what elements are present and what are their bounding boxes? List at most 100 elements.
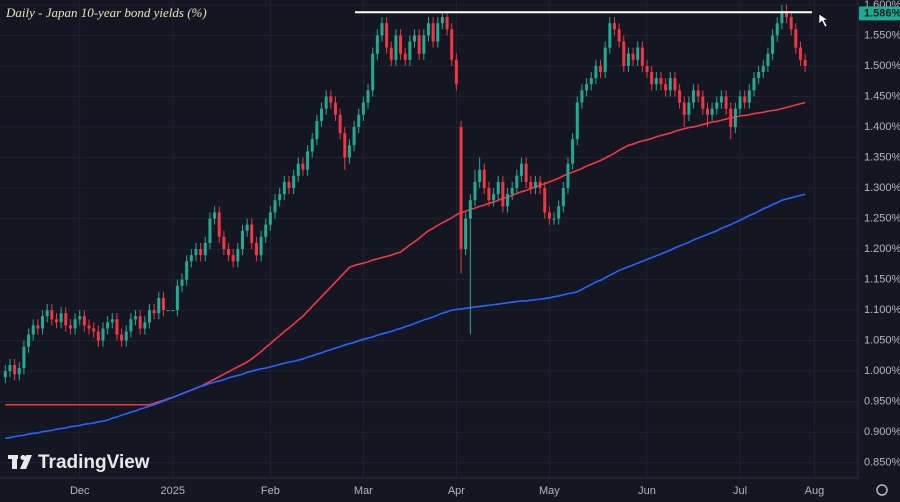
candle-body	[171, 310, 175, 312]
candle-body	[250, 224, 254, 243]
candle-body	[315, 120, 319, 140]
candle-body	[268, 212, 272, 225]
y-tick-label: 1.050%	[864, 335, 900, 347]
candle-body	[729, 108, 733, 127]
candle-body	[110, 319, 114, 323]
candle-body	[338, 114, 342, 134]
candle-body	[59, 313, 63, 323]
candle-body	[529, 181, 533, 189]
y-tick-label: 0.950%	[864, 396, 900, 408]
candle-body	[496, 181, 500, 195]
candle-body	[68, 325, 72, 329]
logo-part	[12, 455, 17, 469]
candle-body	[733, 108, 737, 127]
y-tick-label: 1.600%	[864, 0, 900, 11]
candle-body	[743, 96, 747, 103]
y-tick-label: 1.450%	[864, 90, 900, 102]
candle-body	[324, 96, 328, 109]
candle-body	[106, 322, 110, 329]
candle-body	[440, 17, 444, 24]
candle-body	[650, 72, 654, 85]
candle-body	[594, 65, 598, 79]
y-tick-label: 1.100%	[864, 304, 900, 316]
x-tick-label: Aug	[805, 485, 825, 497]
candle-body	[701, 96, 705, 109]
candle-body	[561, 188, 565, 207]
candle-body	[705, 108, 709, 115]
candle-body	[185, 261, 189, 280]
candle-body	[603, 47, 607, 73]
candle-body	[775, 23, 779, 36]
candle-body	[617, 29, 621, 42]
candle-body	[199, 249, 203, 256]
candle-body	[13, 365, 17, 375]
settings-icon[interactable]	[876, 484, 888, 496]
candle-body	[654, 78, 658, 85]
x-tick-label: Feb	[261, 485, 280, 497]
y-tick-label: 1.400%	[864, 121, 900, 133]
candle-body	[352, 126, 356, 146]
candle-body	[668, 78, 672, 91]
candle-body	[371, 53, 375, 91]
moving-average-line	[5, 193, 806, 440]
candle-body	[459, 126, 463, 250]
candle-body	[543, 188, 547, 213]
candle-body	[408, 41, 412, 60]
candle-body	[636, 47, 640, 60]
candle-body	[138, 316, 142, 329]
candle-body	[566, 163, 570, 189]
candle-body	[347, 145, 351, 158]
y-tick-label: 1.000%	[864, 365, 900, 377]
candle-body	[803, 59, 807, 66]
candle-body	[794, 29, 798, 48]
candle-body	[180, 279, 184, 286]
candle-body	[189, 255, 193, 262]
candle-body	[757, 72, 761, 79]
candle-body	[310, 139, 314, 152]
candle-body	[450, 29, 454, 60]
candle-body	[413, 35, 417, 42]
candle-body	[612, 23, 616, 30]
candle-body	[101, 328, 105, 341]
candle-body	[626, 53, 630, 66]
x-tick-label: Mar	[354, 485, 373, 497]
x-tick-label: May	[539, 485, 560, 497]
candle-body	[50, 310, 54, 320]
candle-body	[552, 218, 556, 220]
candle-body	[422, 35, 426, 54]
candle-body	[710, 108, 714, 115]
candle-body	[22, 346, 26, 369]
candle-body	[115, 319, 119, 335]
x-tick-label: Jun	[638, 485, 656, 497]
candle-body	[464, 218, 468, 250]
candle-body	[501, 181, 505, 207]
candle-body	[166, 310, 170, 312]
candle-body	[236, 249, 240, 262]
moving-average-line	[5, 101, 806, 406]
last-price-box	[859, 6, 900, 21]
candle-body	[366, 90, 370, 103]
candle-body	[468, 200, 472, 219]
candle-body	[333, 102, 337, 115]
candle-body	[789, 17, 793, 30]
candle-body	[389, 47, 393, 60]
candle-body	[36, 325, 40, 329]
candle-body	[454, 59, 458, 85]
candle-body	[692, 90, 696, 103]
candle-body	[282, 181, 286, 195]
candle-body	[580, 90, 584, 103]
candle-body	[547, 212, 551, 219]
candle-body	[54, 319, 58, 323]
candle-body	[478, 169, 482, 182]
candle-body	[152, 310, 156, 314]
candle-body	[96, 331, 100, 341]
candle-body	[403, 53, 407, 60]
candle-body	[147, 310, 151, 323]
candle-body	[45, 310, 49, 317]
candle-body	[515, 175, 519, 189]
candle-body	[134, 316, 138, 320]
candle-body	[194, 249, 198, 256]
candle-body	[394, 35, 398, 60]
candle-body	[245, 224, 249, 231]
